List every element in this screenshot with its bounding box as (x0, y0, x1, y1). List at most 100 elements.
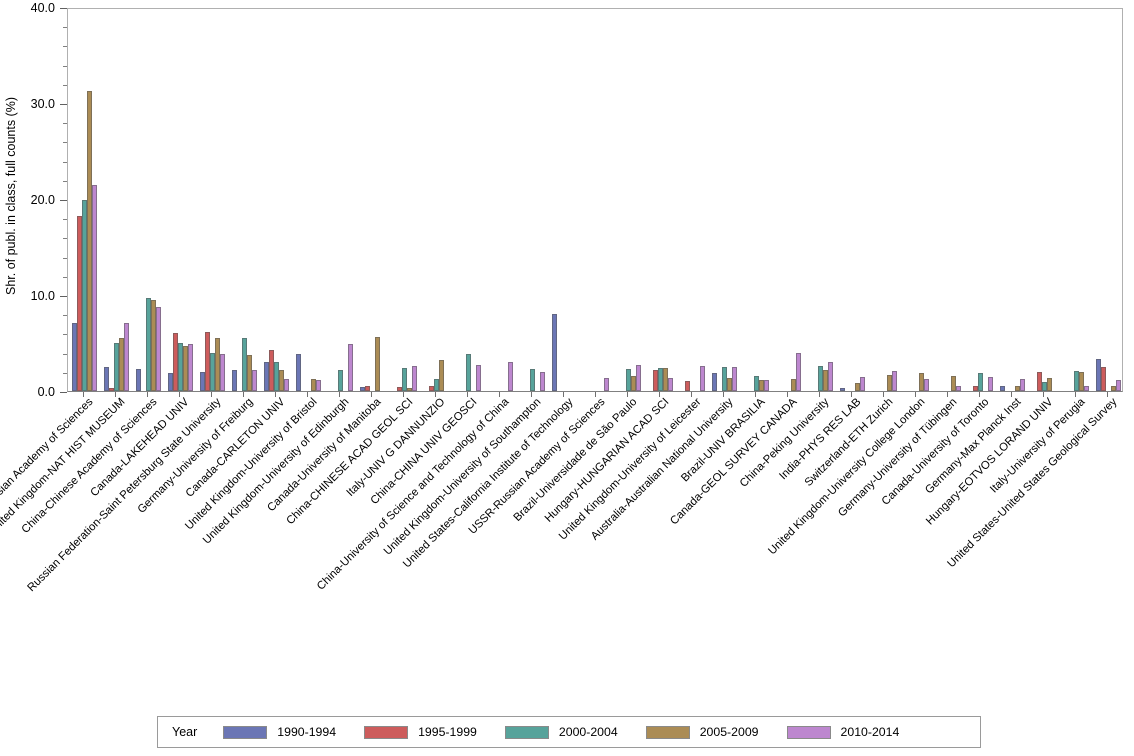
bar (1110, 385, 1116, 391)
bar (1115, 380, 1121, 391)
legend-color-swatch (504, 725, 549, 739)
bar (155, 307, 161, 391)
y-tick-label: 30.0 (30, 97, 55, 111)
bar (854, 383, 860, 391)
bar-group (999, 7, 1025, 391)
bar (726, 377, 732, 391)
bar (118, 338, 124, 391)
legend-color-swatch (223, 725, 268, 739)
bar (108, 388, 114, 391)
x-tick-mark (147, 392, 148, 397)
legend-label: 1995-1999 (418, 725, 477, 739)
bar-group (328, 7, 353, 391)
bar (630, 375, 636, 391)
bar (433, 378, 439, 391)
y-tick-minor (63, 180, 67, 182)
x-tick-mark (915, 392, 916, 397)
bar (625, 368, 631, 391)
bar-group (680, 7, 705, 391)
bar (923, 378, 929, 391)
y-tick-minor (63, 372, 67, 374)
bar-group (424, 7, 449, 391)
y-tick-mark (60, 104, 67, 105)
bar-group (135, 7, 161, 391)
y-tick-minor (63, 142, 67, 144)
bar (753, 375, 759, 391)
x-tick-mark (179, 392, 180, 397)
bar (662, 367, 668, 391)
y-tick-mark (60, 8, 67, 9)
legend-label: 2010-2014 (840, 725, 900, 739)
bar-group (711, 7, 737, 391)
legend-title: Year (172, 725, 198, 739)
bar (251, 369, 257, 391)
bar (1014, 385, 1020, 391)
legend-label: 1990-1994 (277, 725, 337, 739)
bar-group (776, 7, 801, 391)
bar (603, 377, 609, 391)
y-tick-label: 10.0 (30, 289, 55, 303)
bar (891, 370, 897, 391)
x-tick-mark (947, 392, 948, 397)
bar (657, 367, 663, 391)
bar (987, 376, 993, 391)
bar (817, 366, 823, 391)
legend-entry[interactable]: 2010-2014 (786, 725, 900, 739)
bar-group (231, 7, 257, 391)
y-tick-minor (63, 46, 67, 48)
y-tick-minor (63, 27, 67, 29)
legend-color-swatch (645, 725, 690, 739)
bar (763, 380, 769, 391)
y-tick-minor (63, 161, 67, 163)
legend-entry[interactable]: 1990-1994 (223, 725, 336, 739)
x-tick-mark (371, 392, 372, 397)
bar (337, 369, 343, 391)
bar (359, 387, 365, 391)
x-tick-mark (851, 392, 852, 397)
y-axis: 0.0 10.0 20.0 30.0 40.0 (0, 0, 67, 400)
x-tick-mark (211, 392, 212, 397)
bar-group (936, 7, 961, 391)
y-tick-label: 0.0 (37, 385, 55, 399)
bar-group (872, 7, 897, 391)
bar (839, 387, 845, 391)
bar (886, 374, 892, 391)
x-tick-mark (467, 392, 468, 397)
x-tick-mark (691, 392, 692, 397)
bar (652, 369, 658, 391)
legend-entry[interactable]: 2000-2004 (504, 725, 618, 739)
legend-entry[interactable]: 2005-2009 (645, 725, 759, 739)
bar (1078, 372, 1084, 391)
bar (475, 365, 481, 391)
bar (955, 386, 961, 391)
bar (1036, 371, 1042, 391)
x-tick-mark (627, 392, 628, 397)
bar (396, 387, 402, 391)
bar-group (1095, 7, 1121, 391)
bar (539, 371, 545, 391)
bar (684, 381, 690, 391)
bar (310, 378, 316, 391)
bar (71, 322, 77, 391)
bar (551, 314, 557, 391)
x-tick-mark (275, 392, 276, 397)
bar-group (968, 7, 993, 391)
bar (219, 353, 225, 391)
y-tick-minor (63, 123, 67, 125)
x-tick-mark (435, 392, 436, 397)
bar (177, 343, 183, 391)
x-tick-mark (883, 392, 884, 397)
bar (918, 372, 924, 391)
x-tick-mark (1011, 392, 1012, 397)
bar (231, 369, 237, 391)
bar (667, 377, 673, 391)
y-tick-minor (63, 238, 67, 240)
x-tick-mark (563, 392, 564, 397)
bar (465, 353, 471, 391)
x-tick-mark (755, 392, 756, 397)
y-tick-mark (60, 392, 67, 393)
plot-area (67, 8, 1123, 392)
bar-group (103, 7, 129, 391)
legend-entry[interactable]: 1995-1999 (364, 725, 477, 739)
